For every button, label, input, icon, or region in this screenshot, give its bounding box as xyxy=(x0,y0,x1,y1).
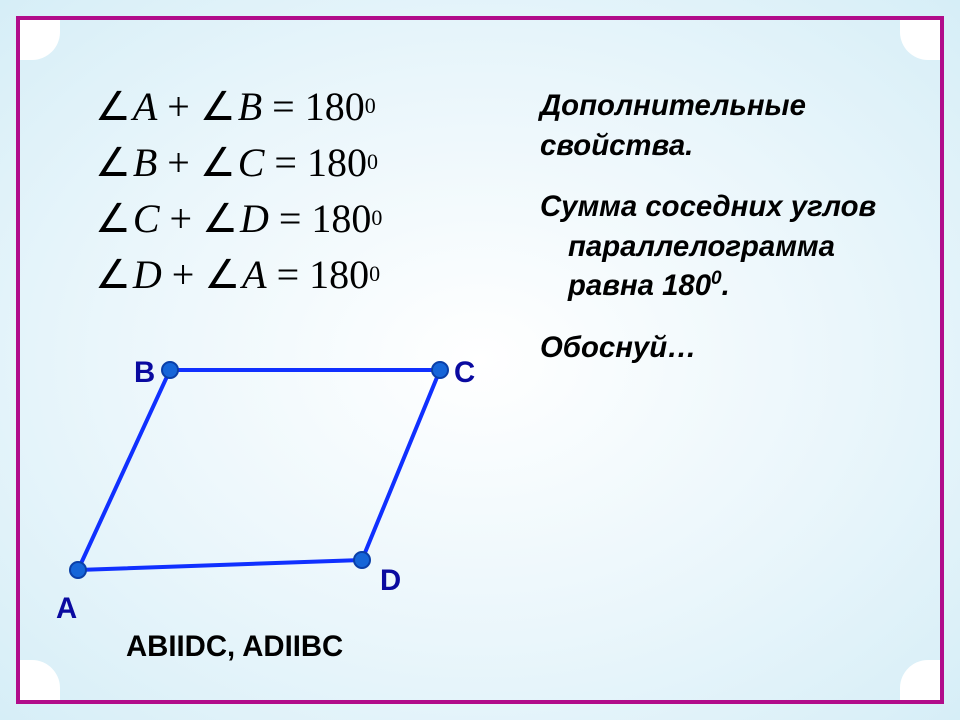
parallelogram-svg xyxy=(60,330,480,650)
vertex-label-D: D xyxy=(380,564,401,598)
vertex-D xyxy=(354,552,370,568)
vertex-C xyxy=(432,362,448,378)
properties-heading: Дополнительные свойства. xyxy=(540,86,920,165)
parallel-note: ABIIDC, ADIIBC xyxy=(126,630,343,664)
properties-body-suffix: . xyxy=(722,269,730,302)
properties-body: Сумма соседних углов параллелограмма рав… xyxy=(540,187,920,306)
parallelogram-outline xyxy=(78,370,440,570)
properties-text: Дополнительные свойства. Сумма соседних … xyxy=(540,86,920,389)
properties-body-prefix: Сумма соседних углов параллелограмма рав… xyxy=(540,190,876,302)
equations-block: ∠A + ∠B = 1800∠B + ∠C = 1800∠C + ∠D = 18… xyxy=(95,78,382,302)
vertex-label-C: С xyxy=(454,356,475,390)
equation-line-4: ∠D + ∠A = 1800 xyxy=(95,246,382,302)
parallelogram-figure: АВСD ABIIDC, ADIIBC xyxy=(60,330,480,650)
equation-line-1: ∠A + ∠B = 1800 xyxy=(95,78,382,134)
vertex-label-A: А xyxy=(56,592,77,626)
properties-tail: Обоснуй… xyxy=(540,328,920,368)
equation-line-2: ∠B + ∠C = 1800 xyxy=(95,134,382,190)
vertex-A xyxy=(70,562,86,578)
properties-body-sup: 0 xyxy=(711,269,722,290)
vertex-label-B: В xyxy=(134,356,155,390)
vertex-B xyxy=(162,362,178,378)
equation-line-3: ∠C + ∠D = 1800 xyxy=(95,190,382,246)
slide-content: ∠A + ∠B = 1800∠B + ∠C = 1800∠C + ∠D = 18… xyxy=(0,0,960,720)
